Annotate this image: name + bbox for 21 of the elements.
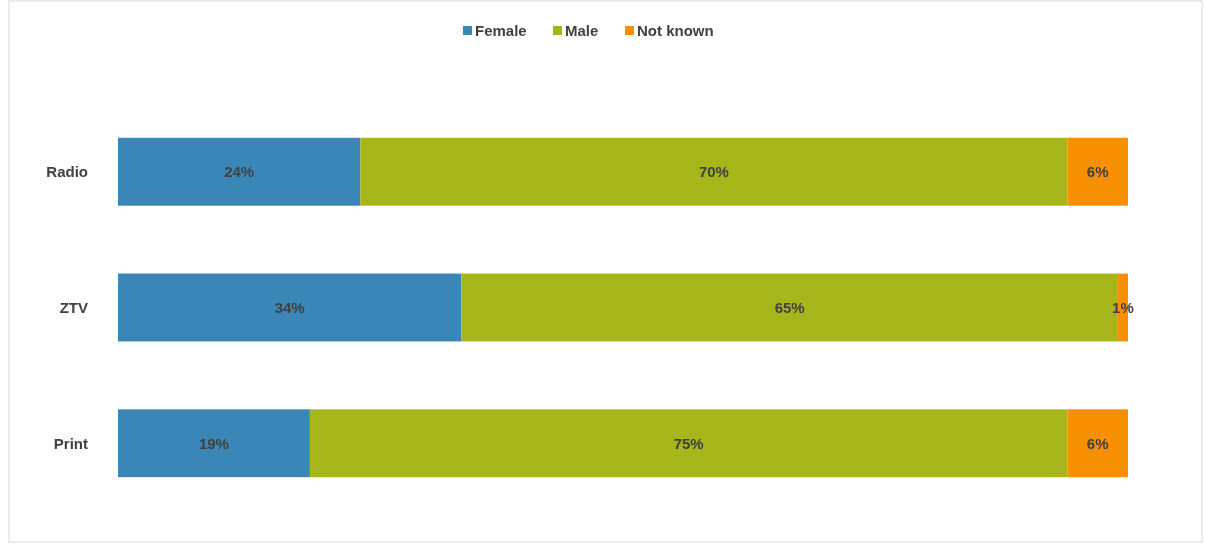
data-label: 75% bbox=[673, 434, 704, 452]
y-tick-label: Print bbox=[53, 434, 88, 452]
bar bbox=[309, 409, 1068, 478]
bar bbox=[118, 273, 462, 342]
data-label: 19% bbox=[198, 434, 229, 452]
data-label: 65% bbox=[774, 298, 805, 316]
bar bbox=[1067, 137, 1128, 206]
y-tick-label: Radio bbox=[46, 162, 88, 180]
data-label: 6% bbox=[1086, 434, 1109, 452]
bar bbox=[1067, 409, 1128, 478]
data-label: 6% bbox=[1086, 162, 1109, 180]
legend-label: Male bbox=[565, 22, 599, 40]
data-label: 70% bbox=[698, 162, 729, 180]
legend-label: Female bbox=[475, 22, 527, 40]
y-tick-label: ZTV bbox=[59, 298, 88, 316]
legend-label: Not known bbox=[637, 22, 714, 40]
bar bbox=[360, 137, 1068, 206]
bar bbox=[118, 409, 310, 478]
data-label: 34% bbox=[274, 298, 305, 316]
bar bbox=[118, 137, 361, 206]
data-label: 24% bbox=[224, 162, 255, 180]
